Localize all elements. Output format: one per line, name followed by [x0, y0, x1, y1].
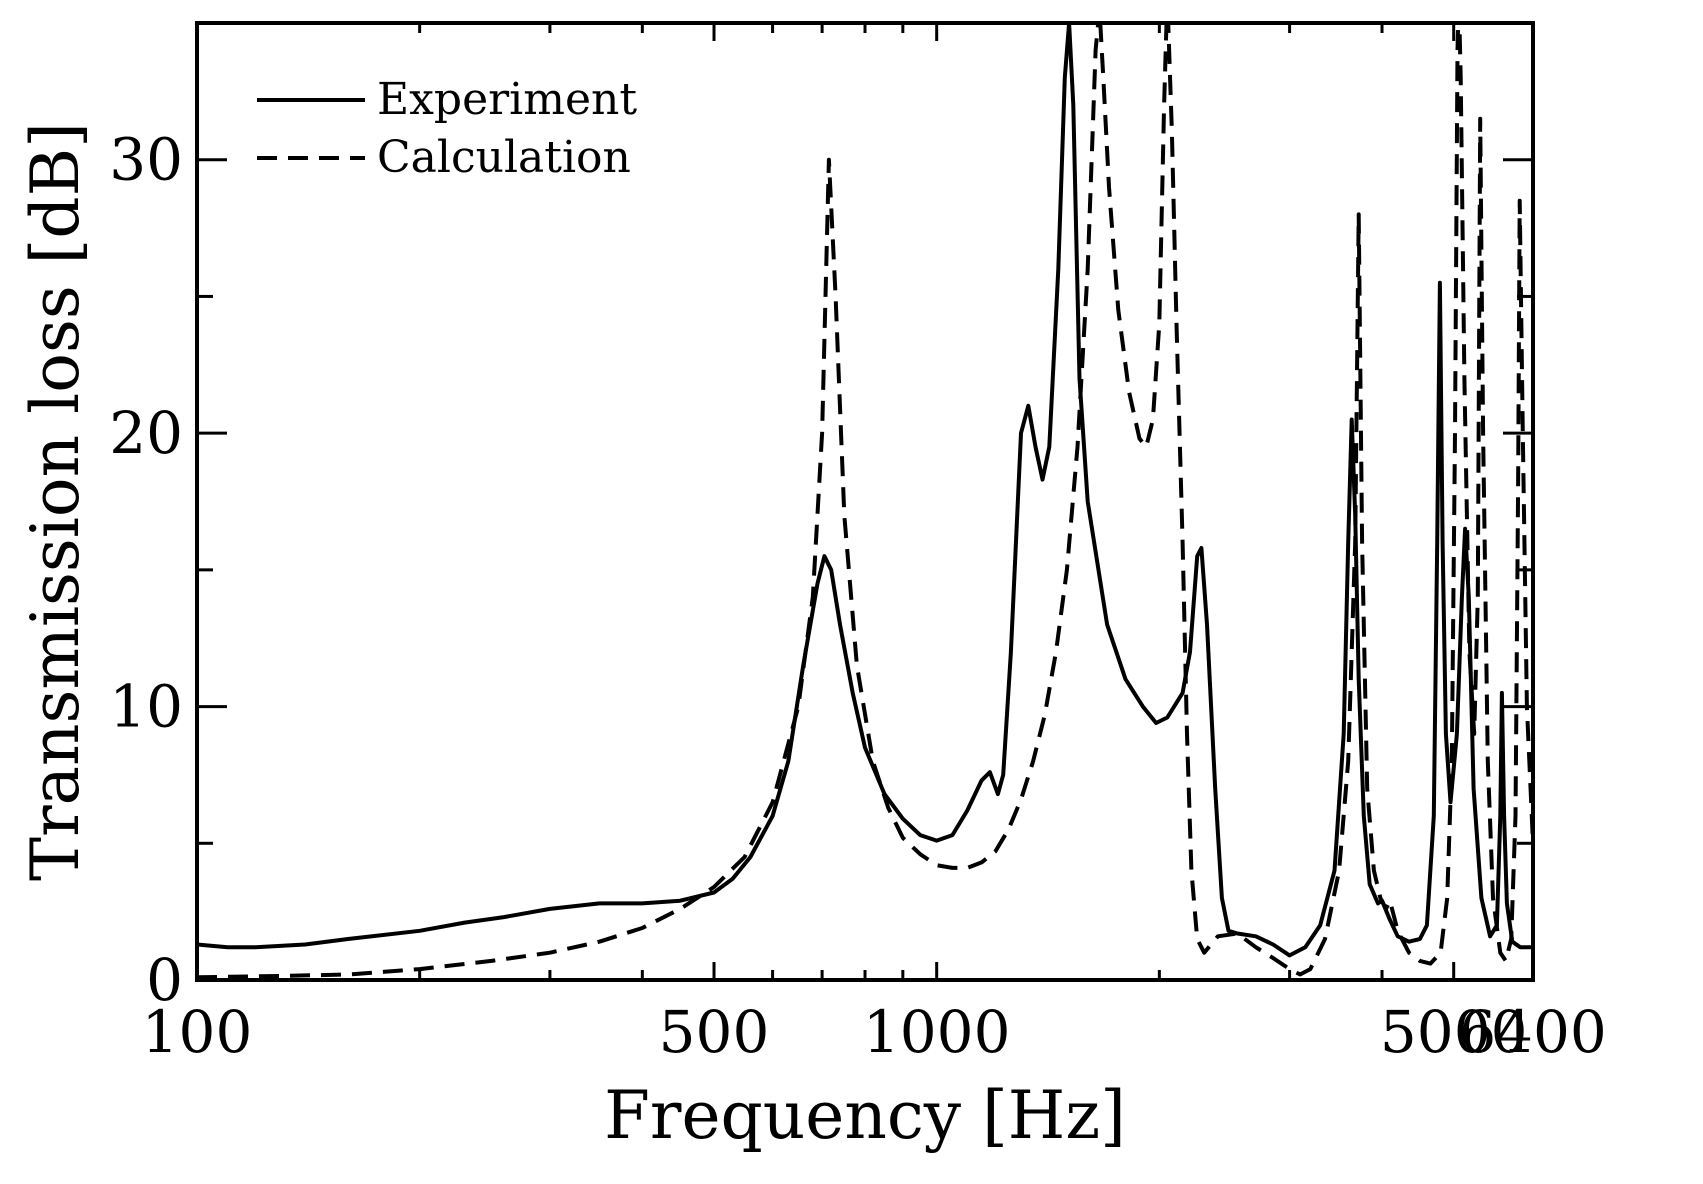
x-tick-label: 5000	[1380, 998, 1528, 1066]
x-tick-label: 6400	[1459, 998, 1607, 1066]
x-axis-title: Frequency [Hz]	[604, 1077, 1126, 1154]
y-tick-label: 10	[109, 673, 183, 741]
y-axis-title: Transmission loss [dB]	[17, 122, 94, 881]
x-tick-label: 100	[142, 998, 253, 1066]
legend-label-calculation: Calculation	[377, 132, 631, 183]
legend-label-experiment: Experiment	[377, 74, 637, 125]
y-tick-label: 0	[146, 946, 183, 1014]
x-tick-label: 1000	[863, 998, 1011, 1066]
y-tick-label: 30	[109, 126, 183, 194]
y-tick-label: 20	[109, 399, 183, 467]
legend: Experiment Calculation	[257, 74, 637, 183]
x-tick-label: 500	[659, 998, 770, 1066]
axis-ticks	[195, 23, 1535, 982]
series-line-calculation	[197, 23, 1533, 980]
plot-lines	[197, 23, 1533, 980]
